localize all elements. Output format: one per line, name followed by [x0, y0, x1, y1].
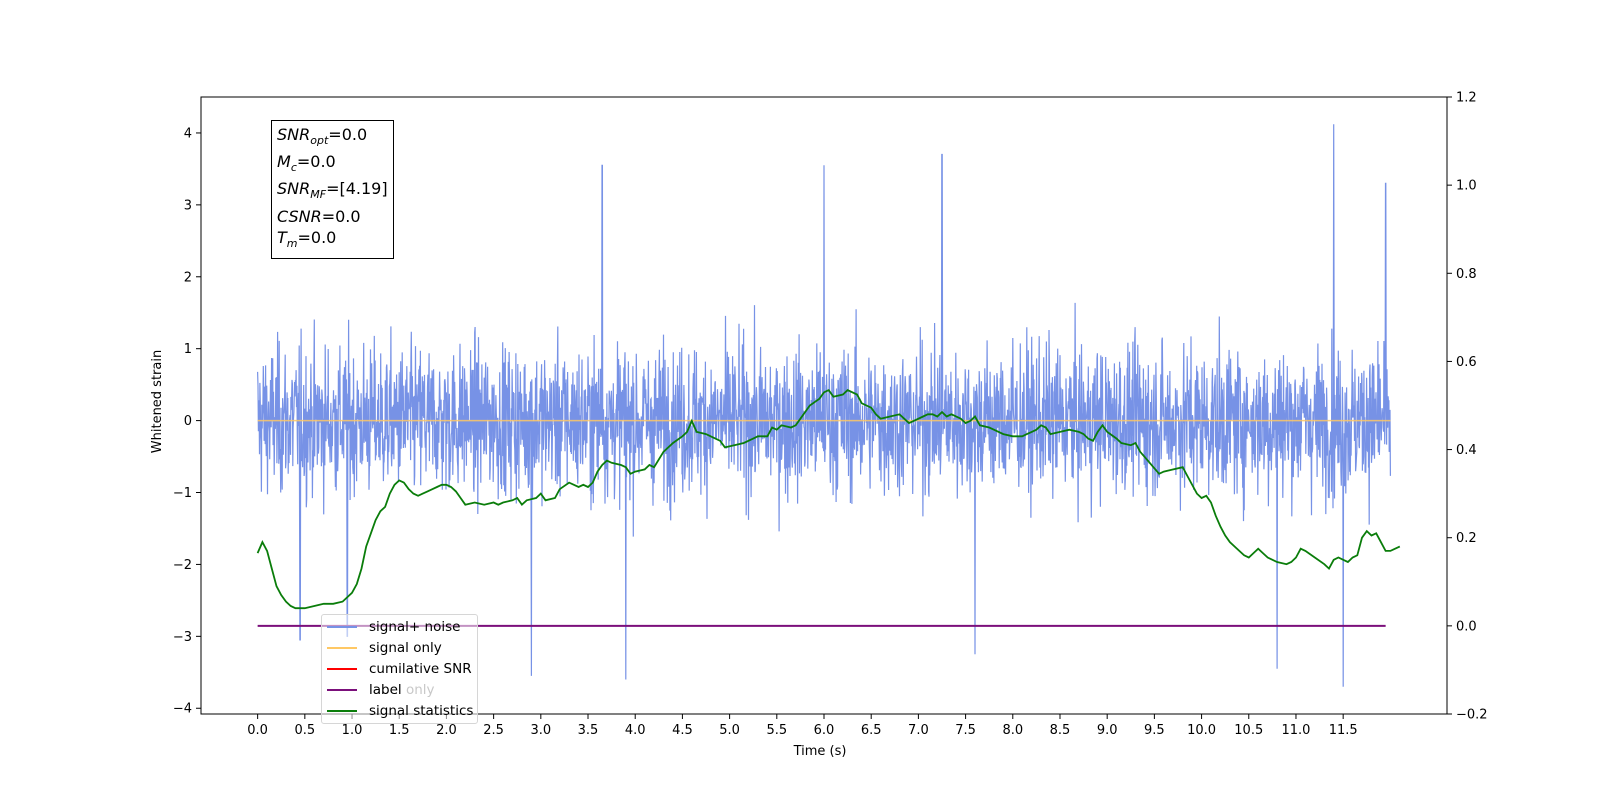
y-tick-label: 3	[184, 198, 192, 213]
series-signal-statistics	[256, 388, 1401, 610]
legend-item-signal-only: signal only	[322, 638, 477, 659]
x-tick-label: 3.5	[578, 723, 599, 738]
x-tick-label: 4.5	[672, 723, 693, 738]
legend-label: signal statistics	[369, 702, 474, 719]
x-tick-label: 10.5	[1234, 723, 1263, 738]
x-tick-label: 7.5	[955, 723, 976, 738]
x-tick-label: 5.0	[719, 723, 740, 738]
x-tick-label: 4.0	[625, 723, 646, 738]
y2-tick-label: 1.0	[1456, 179, 1477, 194]
y-axis-label: Whitened strain	[150, 350, 165, 453]
y-tick-label: −4	[173, 702, 192, 717]
y-tick-label: −1	[173, 486, 192, 501]
legend-item-label: label label only	[322, 679, 477, 700]
legend-label: signal only	[369, 640, 442, 657]
x-tick-label: 1.5	[389, 723, 410, 738]
annotation-line-mc: Mc=0.0	[277, 152, 336, 175]
legend-label: signal+ noise	[369, 619, 461, 636]
y-tick-label: 2	[184, 270, 192, 285]
y2-tick-label: −0.2	[1456, 708, 1488, 723]
x-tick-label: 2.0	[436, 723, 457, 738]
legend-swatch-label	[327, 688, 357, 691]
legend-item-signal-statistics: signal statistics	[322, 700, 477, 721]
y2-tick-label: 1.2	[1456, 91, 1477, 106]
legend-item-cumulative-snr: cumilative SNR	[322, 659, 477, 680]
x-tick-label: 11.5	[1329, 723, 1358, 738]
x-tick-label: 9.5	[1144, 723, 1165, 738]
x-tick-label: 0.5	[294, 723, 315, 738]
x-tick-label: 8.0	[1002, 723, 1023, 738]
y-tick-label: −3	[173, 630, 192, 645]
x-tick-label: 6.5	[861, 723, 882, 738]
x-axis-label: Time (s)	[793, 744, 847, 759]
y-tick-label: 4	[184, 126, 192, 141]
legend-swatch-signal-only	[327, 647, 357, 650]
x-tick-label: 2.5	[483, 723, 504, 738]
legend-swatch-signal-statistics	[327, 709, 357, 712]
y2-tick-label: 0.6	[1456, 355, 1477, 370]
y2-tick-label: 0.2	[1456, 531, 1477, 546]
x-tick-label: 11.0	[1281, 723, 1310, 738]
y-tick-label: 0	[184, 414, 192, 429]
legend-label: cumilative SNR	[369, 660, 472, 677]
plot-area	[256, 124, 1401, 687]
annotation-line-snr-opt: SNRopt=0.0	[277, 125, 368, 148]
series-signal-noise	[257, 124, 1392, 687]
y-tick-label: −2	[173, 558, 192, 573]
x-tick-label: 5.5	[766, 723, 787, 738]
annotation-box: SNRopt=0.0 Mc=0.0 SNRMF=[4.19] CSNR=0.0 …	[271, 120, 394, 259]
y2-tick-label: 0.0	[1456, 619, 1477, 634]
x-tick-label: 3.0	[530, 723, 551, 738]
legend-swatch-signal-noise	[327, 626, 357, 629]
legend-label: label	[369, 681, 402, 698]
x-tick-label: 1.0	[342, 723, 363, 738]
annotation-line-csnr: CSNR=0.0	[277, 206, 361, 226]
y2-tick-label: 0.4	[1456, 443, 1477, 458]
x-tick-label: 9.0	[1097, 723, 1118, 738]
annotation-line-snr-mf: SNRMF=[4.19]	[277, 179, 388, 202]
legend-swatch-cumulative-snr	[327, 667, 357, 670]
annotation-line-tm: Tm=0.0	[277, 227, 337, 250]
y2-tick-label: 0.8	[1456, 267, 1477, 282]
x-tick-label: 8.5	[1050, 723, 1071, 738]
x-tick-label: 7.0	[908, 723, 929, 738]
y-tick-label: 1	[184, 342, 192, 357]
legend-ghost-text: label only	[369, 681, 435, 698]
legend-item-signal-noise: signal+ noise	[322, 617, 477, 638]
x-tick-label: 10.0	[1187, 723, 1216, 738]
x-tick-label: 6.0	[814, 723, 835, 738]
legend: signal+ noise signal only cumilative SNR…	[321, 614, 478, 724]
x-tick-label: 0.0	[247, 723, 268, 738]
